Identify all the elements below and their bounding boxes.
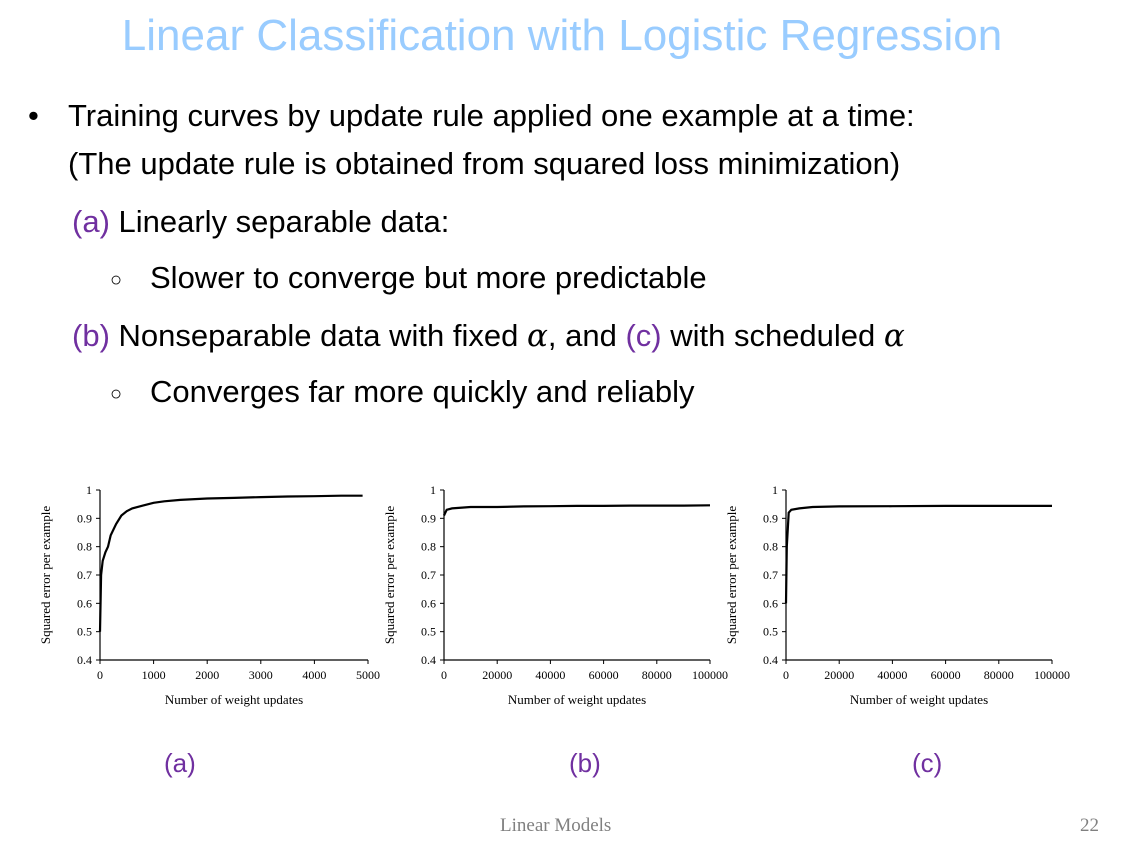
y-tick-label-1-5: 0.9 <box>421 511 436 525</box>
bullet-dot: • <box>28 98 39 133</box>
slide-title: Linear Classification with Logistic Regr… <box>121 11 1003 60</box>
y-tick-label-2-2: 0.6 <box>763 596 778 610</box>
y-tick-label-2-5: 0.9 <box>763 511 778 525</box>
caption-a: (a) <box>164 748 196 778</box>
item-a-line: (a) Linearly separable data: <box>72 202 449 242</box>
y-tick-label-0-2: 0.6 <box>77 596 92 610</box>
training-curve-charts: 0.4 0.5 0.6 0.7 0.8 0.9 1 0 1000 2000 3000 4000 5000… <box>38 483 1070 707</box>
item-bc-subpoint: Converges far more quickly and reliably <box>150 374 695 409</box>
y-axis-label-2: Squared error per example <box>724 506 739 644</box>
item-a-text: Linearly separable data: <box>109 204 450 239</box>
y-axis-label-1: Squared error per example <box>382 506 397 644</box>
x-tick-label-1-2: 40000 <box>535 668 565 682</box>
x-tick-label-2-1: 20000 <box>824 668 854 682</box>
x-tick-label-0-0: 0 <box>97 668 103 682</box>
x-axis-label-1: Number of weight updates <box>508 692 646 707</box>
y-tick-label-2-0: 0.4 <box>763 653 778 667</box>
x-tick-label-2-0: 0 <box>783 668 789 682</box>
x-tick-label-1-5: 100000 <box>692 668 728 682</box>
x-tick-label-0-1: 1000 <box>142 668 166 682</box>
item-a-subpoint: Slower to converge but more predictable <box>150 260 707 295</box>
bullet-text-line-2: (The update rule is obtained from square… <box>68 146 901 181</box>
y-tick-label-0-4: 0.8 <box>77 540 92 554</box>
series-line-1-0 <box>443 504 711 516</box>
y-tick-label-0-1: 0.5 <box>77 625 92 639</box>
series-line-0-0 <box>98 494 363 632</box>
y-axis-label-0: Squared error per example <box>38 506 53 644</box>
item-a-letter: (a) <box>72 204 110 239</box>
footer-title: Linear Models <box>500 815 612 836</box>
y-tick-label-1-6: 1 <box>430 483 436 497</box>
y-tick-label-1-3: 0.7 <box>421 568 436 582</box>
caption-c: (c) <box>912 748 943 778</box>
item-b-text-2: , and <box>547 318 626 353</box>
item-bc-line: (b) Nonseparable data with fixed α, and … <box>72 316 905 356</box>
y-tick-label-0-6: 1 <box>86 483 92 497</box>
y-tick-label-1-4: 0.8 <box>421 540 436 554</box>
x-tick-label-2-2: 40000 <box>877 668 907 682</box>
x-axis-label-2: Number of weight updates <box>850 692 988 707</box>
alpha-symbol-1: α <box>526 318 548 354</box>
y-tick-label-2-3: 0.7 <box>763 568 778 582</box>
item-c-letter: (c) <box>625 318 662 353</box>
x-tick-label-1-3: 60000 <box>589 668 619 682</box>
x-tick-label-0-2: 2000 <box>195 668 219 682</box>
x-tick-label-0-5: 5000 <box>356 668 380 682</box>
caption-b: (b) <box>569 748 601 778</box>
x-tick-label-2-5: 100000 <box>1034 668 1070 682</box>
sub-bullet-circle-2: ○ <box>110 383 123 405</box>
x-tick-label-1-4: 80000 <box>642 668 672 682</box>
x-axis-label-0: Number of weight updates <box>165 692 303 707</box>
alpha-symbol-2: α <box>883 318 905 354</box>
y-tick-label-0-0: 0.4 <box>77 653 92 667</box>
x-tick-label-0-4: 4000 <box>302 668 326 682</box>
sub-bullet-circle-1: ○ <box>110 269 123 291</box>
bullet-text-line-1: Training curves by update rule applied o… <box>68 98 915 133</box>
y-tick-label-2-4: 0.8 <box>763 540 778 554</box>
y-tick-label-0-5: 0.9 <box>77 511 92 525</box>
y-tick-label-1-1: 0.5 <box>421 625 436 639</box>
x-tick-label-2-4: 80000 <box>984 668 1014 682</box>
y-tick-label-1-0: 0.4 <box>421 653 436 667</box>
x-tick-label-0-3: 3000 <box>249 668 273 682</box>
y-tick-label-1-2: 0.6 <box>421 596 436 610</box>
y-tick-label-2-6: 1 <box>772 483 778 497</box>
y-tick-label-2-1: 0.5 <box>763 625 778 639</box>
page-number: 22 <box>1080 815 1099 836</box>
y-tick-label-0-3: 0.7 <box>77 568 92 582</box>
x-tick-label-2-3: 60000 <box>931 668 961 682</box>
item-b-letter: (b) <box>72 318 110 353</box>
item-b-text: Nonseparable data with fixed <box>109 318 527 353</box>
x-tick-label-1-1: 20000 <box>482 668 512 682</box>
x-tick-label-1-0: 0 <box>441 668 447 682</box>
item-c-text: with scheduled <box>661 318 884 353</box>
series-line-2-0 <box>784 504 1052 604</box>
